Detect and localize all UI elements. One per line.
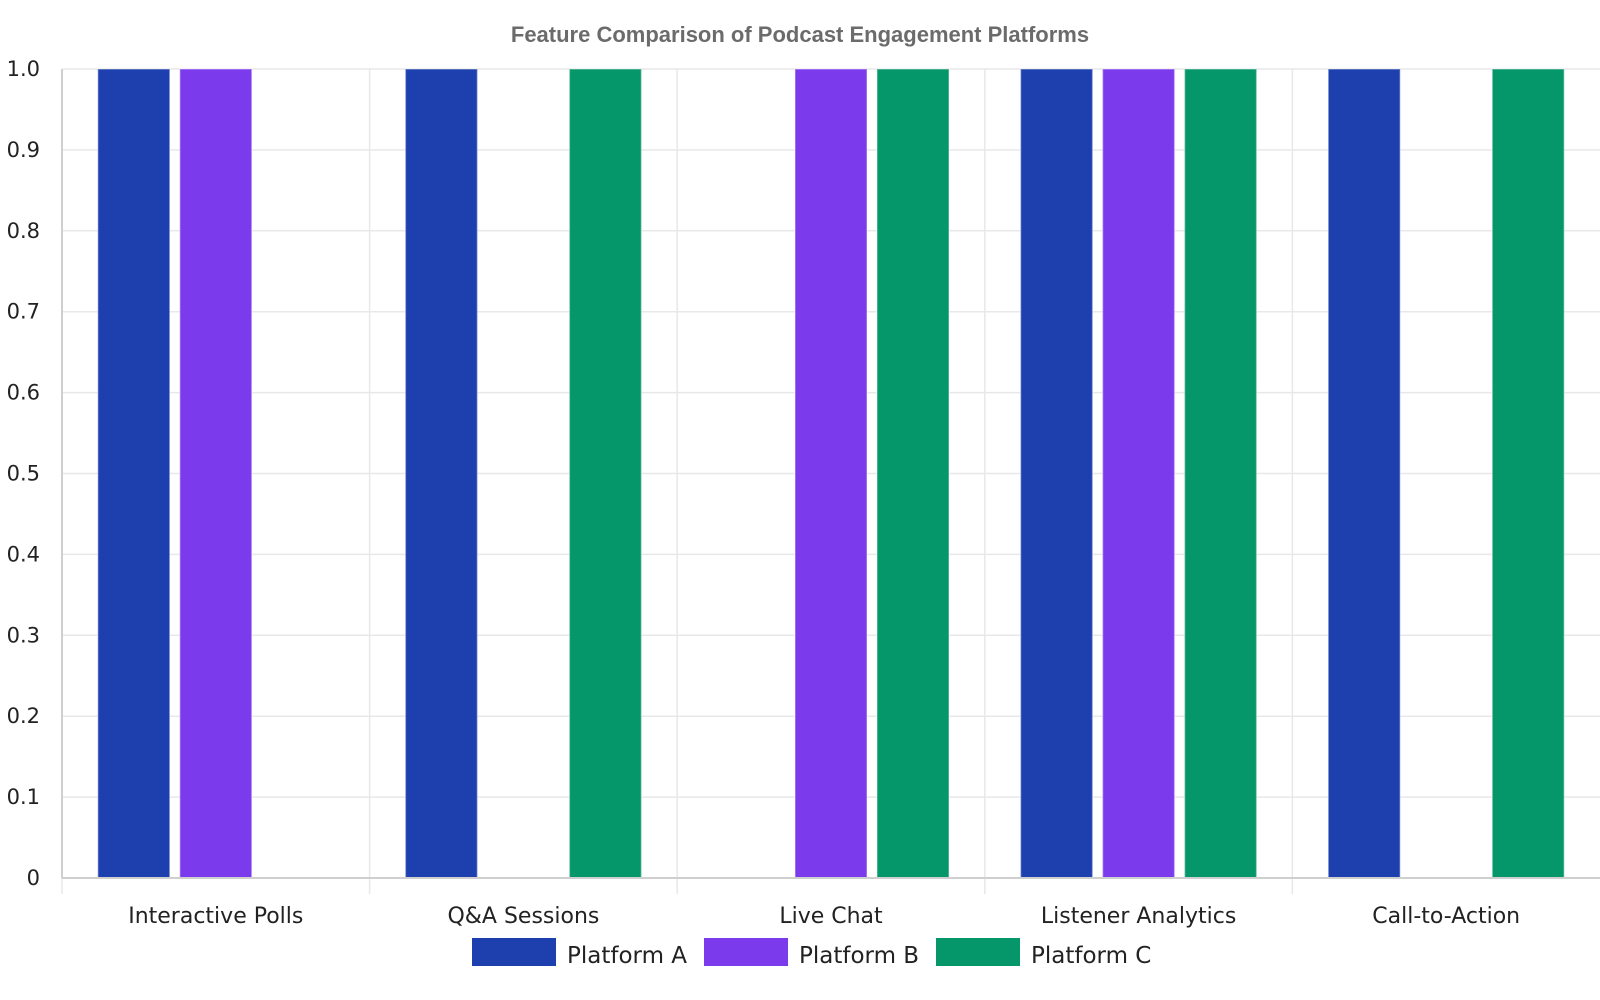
x-category-label: Q&A Sessions (447, 904, 599, 929)
y-tick-label: 0.5 (7, 462, 40, 486)
bar-platform-b[interactable] (1101, 68, 1176, 879)
legend-swatch (936, 938, 1020, 966)
legend-label: Platform C (1031, 943, 1151, 969)
bar-platform-c[interactable] (1491, 68, 1565, 879)
legend-label: Platform B (799, 943, 919, 969)
legend-item-platform-b[interactable]: Platform B (704, 938, 919, 969)
y-tick-label: 0 (27, 866, 40, 890)
legend-swatch (704, 938, 788, 966)
y-tick-label: 1.0 (7, 57, 40, 81)
y-tick-label: 0.4 (7, 542, 40, 566)
legend-item-platform-a[interactable]: Platform A (472, 938, 687, 969)
x-category-label: Live Chat (779, 904, 883, 929)
x-category-label: Listener Analytics (1041, 904, 1236, 929)
legend[interactable]: Platform A Platform B Platform C (472, 938, 1151, 969)
bar-platform-b[interactable] (794, 68, 868, 879)
y-tick-labels: 0 0.1 0.2 0.3 0.4 0.5 0.6 0.7 0.8 0.9 1.0 (7, 57, 40, 890)
y-tick-label: 0.2 (7, 704, 40, 728)
legend-label: Platform A (567, 943, 687, 969)
y-tick-label: 0.3 (7, 623, 40, 647)
x-category-labels: Interactive Polls Q&A Sessions Live Chat Li… (128, 904, 1520, 929)
legend-item-platform-c[interactable]: Platform C (936, 938, 1151, 969)
axes (61, 69, 1600, 879)
y-tick-label: 0.9 (7, 138, 40, 162)
y-tick-label: 0.7 (7, 300, 40, 324)
bars (97, 68, 1565, 879)
y-tick-label: 0.1 (7, 785, 40, 809)
bar-platform-a[interactable] (1327, 68, 1401, 879)
bar-platform-a[interactable] (97, 68, 171, 879)
x-category-label: Call-to-Action (1372, 904, 1520, 929)
y-tick-label: 0.8 (7, 219, 40, 243)
bar-platform-b[interactable] (179, 68, 253, 879)
x-category-label: Interactive Polls (128, 904, 303, 929)
chart-title: Feature Comparison of Podcast Engagement… (511, 22, 1089, 47)
bar-platform-c[interactable] (568, 68, 643, 879)
bar-platform-a[interactable] (404, 68, 479, 879)
bar-platform-c[interactable] (1183, 68, 1258, 879)
bar-platform-c[interactable] (876, 68, 950, 879)
legend-swatch (472, 938, 556, 966)
y-tick-label: 0.6 (7, 381, 40, 405)
bar-platform-a[interactable] (1019, 68, 1094, 879)
